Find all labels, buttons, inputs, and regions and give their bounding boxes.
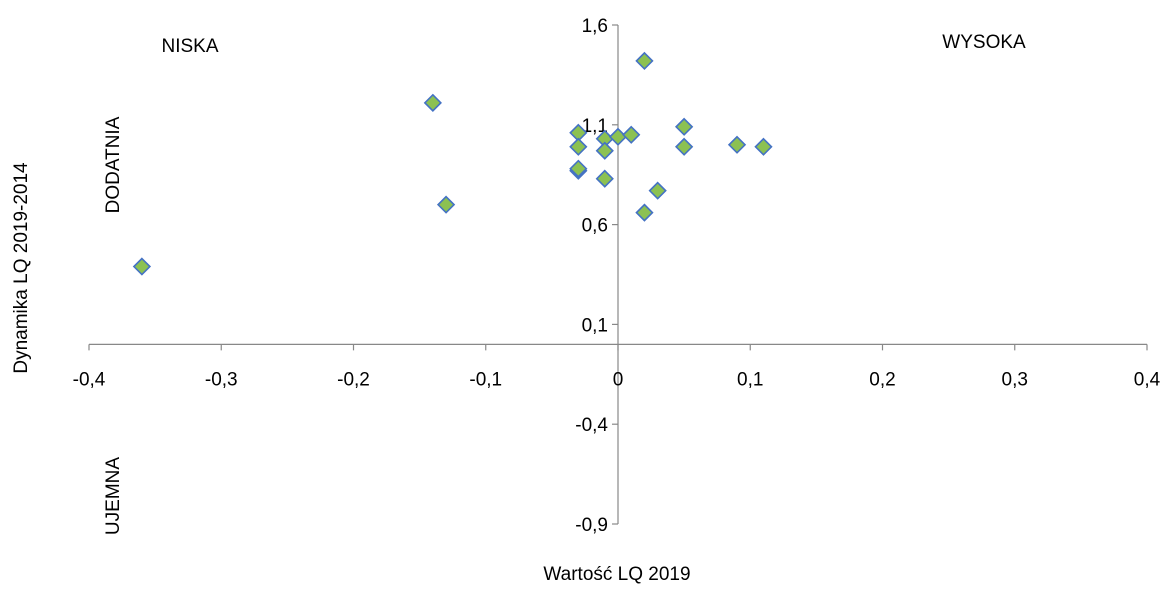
data-point (635, 203, 654, 222)
data-point (674, 137, 694, 156)
data-points (132, 51, 773, 276)
data-point (423, 93, 442, 112)
y-axis-title: Dynamika LQ 2019-2014 (11, 162, 32, 374)
y-tick-label: -0,9 (575, 515, 608, 536)
y-tick-label: 1,1 (582, 116, 608, 137)
x-tick-label: 0,3 (1002, 369, 1028, 390)
x-tick-label: 0,1 (737, 369, 763, 390)
x-tick-label: -0,4 (73, 369, 106, 390)
annotation-dodatnia: DODATNIA (103, 116, 124, 213)
x-tick-label: -0,2 (337, 369, 370, 390)
data-point (648, 181, 667, 200)
x-tick-label: 0,4 (1134, 369, 1161, 390)
x-tick-label: -0,1 (469, 369, 502, 390)
data-point (635, 51, 654, 71)
x-tick-label: 0 (613, 369, 624, 390)
data-point (436, 195, 456, 214)
data-point (132, 257, 152, 276)
axes (89, 25, 1147, 524)
annotation-ujemna: UJEMNA (103, 457, 124, 535)
data-point (569, 159, 588, 178)
x-axis-title: Wartość LQ 2019 (543, 564, 690, 585)
x-tick-label: -0,3 (205, 369, 238, 390)
data-point (622, 125, 641, 144)
ticks: -0,4 -0,3 -0,2 -0,1 0 0,1 0,2 0,3 0,4 1,6 1,1 0,6 0,… (73, 16, 1161, 536)
x-tick-label: 0,2 (869, 369, 895, 390)
y-tick-label: 1,6 (582, 16, 608, 37)
data-point (674, 117, 694, 136)
data-point (595, 169, 614, 188)
data-point (569, 137, 588, 156)
annotation-niska: NISKA (161, 36, 218, 57)
data-point (608, 127, 628, 146)
data-point (595, 141, 614, 160)
data-point (727, 135, 747, 154)
y-tick-label: -0,4 (575, 415, 608, 436)
y-tick-label: 0,1 (582, 315, 608, 336)
y-tick-label: 0,6 (582, 216, 608, 237)
annotation-wysoka: WYSOKA (942, 32, 1026, 53)
data-point (754, 137, 773, 156)
